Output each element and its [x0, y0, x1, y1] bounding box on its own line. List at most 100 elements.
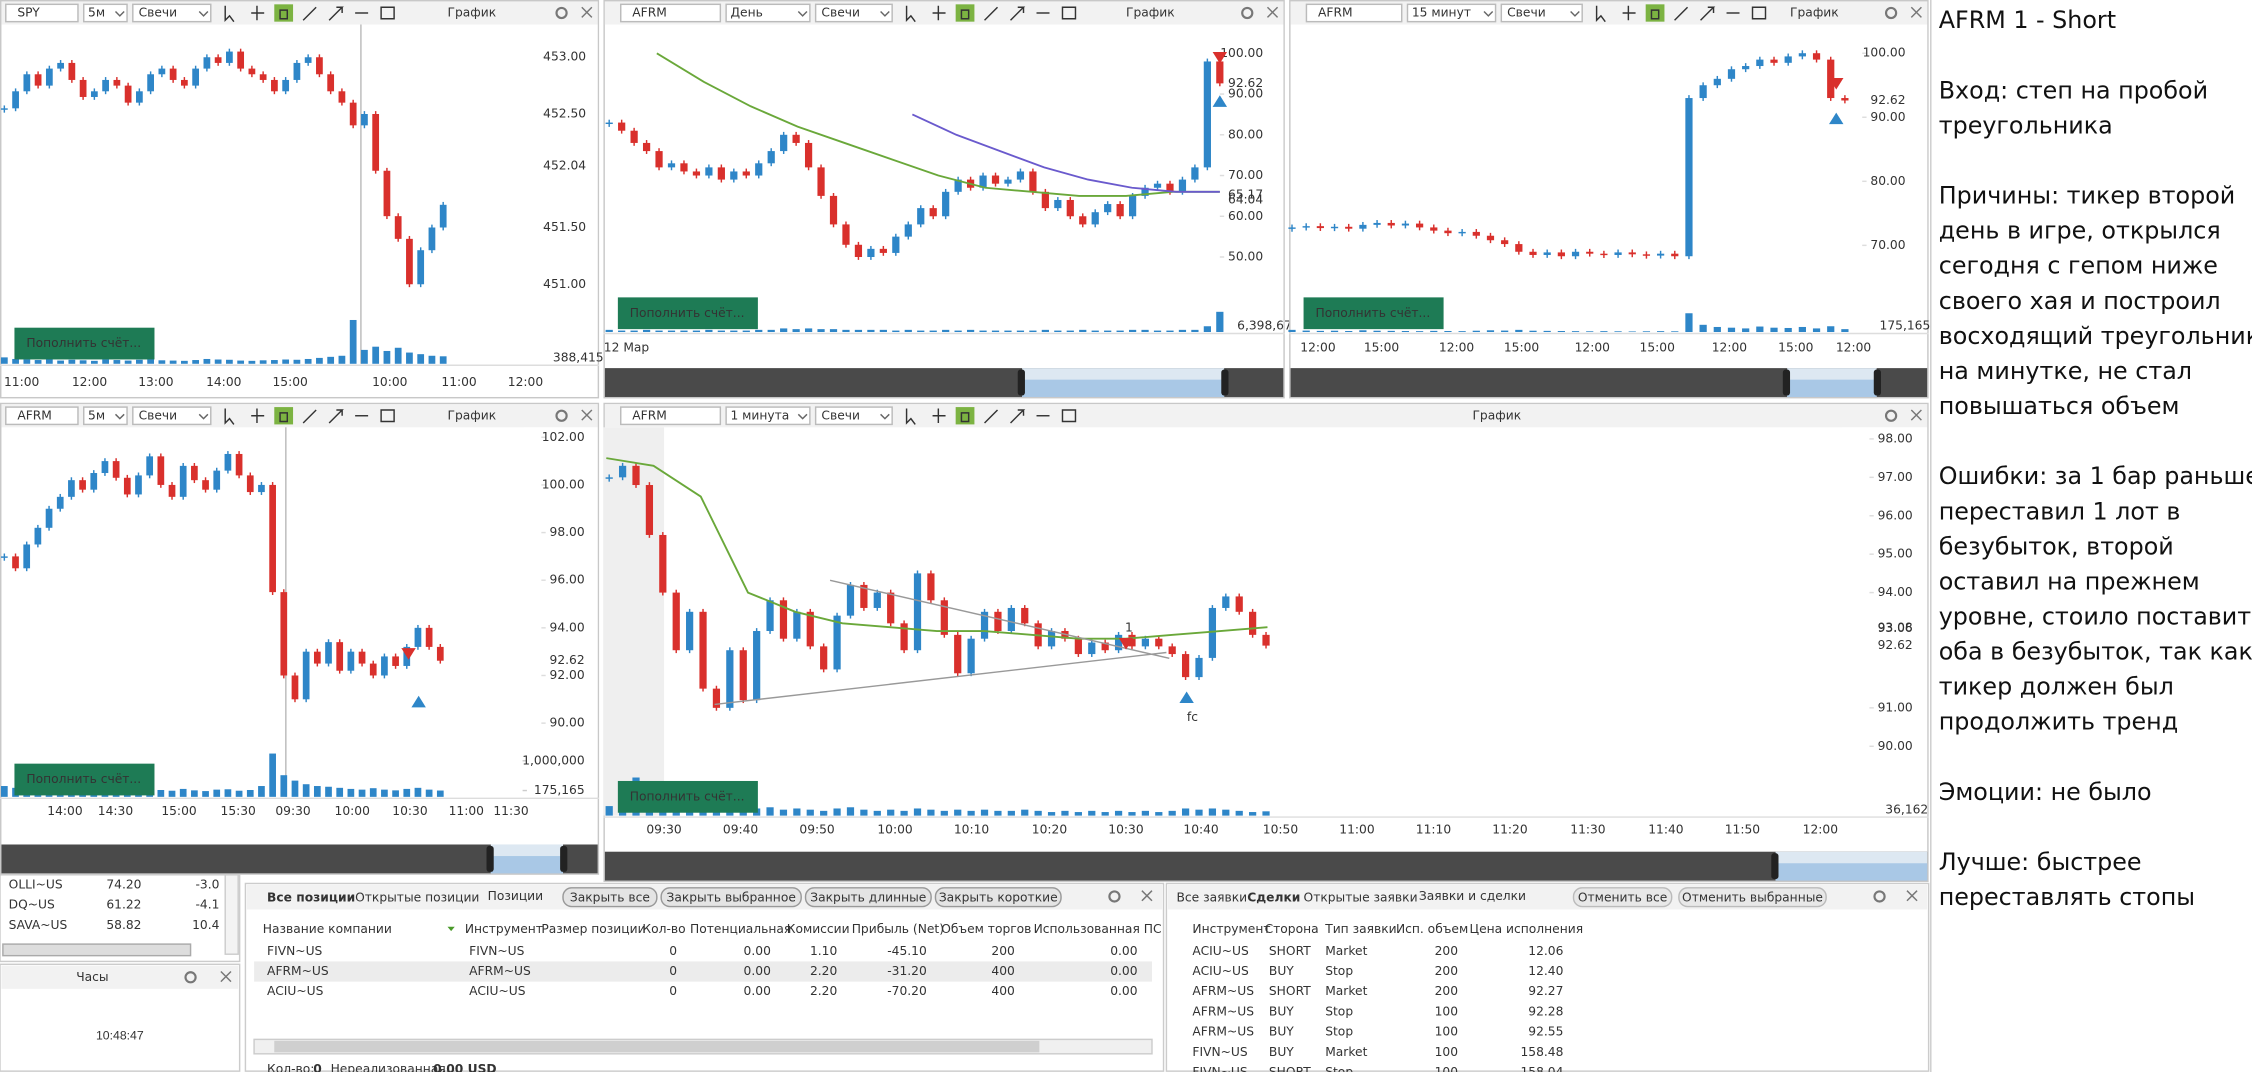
deposit-button[interactable]	[617, 780, 758, 813]
close-icon[interactable]	[220, 971, 232, 983]
deposit-button-label[interactable]: Пополнить счёт...	[26, 336, 141, 350]
deposit-button[interactable]	[1303, 297, 1444, 330]
tool-active[interactable]	[1645, 4, 1665, 22]
chart-type-dropdown[interactable]	[814, 406, 893, 426]
close-icon[interactable]	[1141, 890, 1153, 902]
ticker-box[interactable]	[620, 3, 722, 23]
tool-icon[interactable]	[960, 412, 970, 423]
orders-button-label[interactable]: Отменить выбранные	[1682, 890, 1823, 904]
chart-type-dropdown[interactable]	[1500, 3, 1583, 23]
ticker-box[interactable]	[5, 406, 79, 426]
ticker-box[interactable]	[620, 406, 722, 426]
tool-active[interactable]	[955, 4, 975, 22]
close-icon[interactable]	[1910, 6, 1922, 18]
deposit-button[interactable]	[617, 297, 758, 330]
timeframe-dropdown[interactable]	[1406, 3, 1497, 23]
tool-active[interactable]	[274, 407, 294, 425]
timeframe-dropdown[interactable]	[725, 406, 811, 426]
tool-icon[interactable]	[279, 9, 289, 20]
tool-icon[interactable]	[932, 408, 946, 423]
close-icon[interactable]	[581, 409, 593, 421]
positions-button[interactable]	[804, 887, 932, 908]
tool-icon[interactable]	[251, 408, 265, 423]
tool-icon[interactable]	[1010, 409, 1026, 424]
settings-icon[interactable]	[184, 971, 197, 984]
tool-icon[interactable]	[1622, 5, 1636, 21]
orders-button-label[interactable]: Отменить все	[1578, 890, 1667, 904]
timeframe-dropdown[interactable]	[83, 3, 128, 23]
close-icon[interactable]	[1266, 6, 1279, 18]
tool-icon[interactable]	[328, 6, 344, 21]
tool-icon[interactable]	[328, 409, 344, 424]
tool-icon[interactable]	[932, 5, 946, 21]
tool-icon[interactable]	[302, 6, 317, 21]
close-icon[interactable]	[1906, 890, 1918, 902]
positions-button[interactable]	[562, 887, 658, 908]
positions-button-label[interactable]: Закрыть все	[570, 890, 650, 904]
tool-icon[interactable]	[224, 408, 235, 425]
deposit-button-label[interactable]: Пополнить счёт...	[630, 789, 745, 803]
settings-icon[interactable]	[1884, 409, 1898, 422]
deposit-button-label[interactable]: Пополнить счёт...	[1315, 306, 1430, 320]
deposit-button-label[interactable]: Пополнить счёт...	[26, 772, 141, 786]
settings-icon[interactable]	[1873, 890, 1886, 903]
chart-type-dropdown[interactable]	[132, 406, 212, 426]
chart-type-dropdown[interactable]	[132, 3, 212, 23]
tool-icon[interactable]	[279, 412, 289, 423]
tool-icon[interactable]	[224, 5, 235, 23]
tool-icon[interactable]	[1700, 6, 1716, 21]
ticker-box[interactable]	[5, 3, 79, 23]
timeframe-dropdown[interactable]	[83, 406, 128, 426]
orders-tab[interactable]: Сделки	[1247, 890, 1300, 904]
deposit-button-label[interactable]: Пополнить счёт...	[630, 306, 745, 320]
scroll-handle[interactable]	[560, 845, 568, 872]
close-icon[interactable]	[581, 6, 593, 18]
tool-icon[interactable]	[1061, 6, 1077, 20]
scroll-handle[interactable]	[1873, 369, 1881, 396]
timeframe-dropdown[interactable]	[725, 3, 811, 23]
positions-button-label[interactable]: Закрыть длинные	[810, 890, 926, 904]
settings-icon[interactable]	[1241, 6, 1254, 20]
positions-button[interactable]	[660, 887, 802, 908]
tool-icon[interactable]	[251, 5, 265, 21]
scroll-handle[interactable]	[486, 845, 494, 872]
positions-tab[interactable]: Открытые позиции	[355, 890, 479, 904]
watch-scrollbar[interactable]	[2, 943, 192, 957]
orders-button[interactable]	[1572, 887, 1673, 908]
scroll-handle[interactable]	[1017, 369, 1025, 396]
tool-icon[interactable]	[1650, 9, 1660, 20]
chart-type-dropdown[interactable]	[814, 3, 893, 23]
tool-icon[interactable]	[960, 9, 970, 20]
scroll-handle[interactable]	[1221, 369, 1229, 396]
settings-icon[interactable]	[555, 6, 568, 20]
deposit-button[interactable]	[14, 763, 155, 796]
settings-icon[interactable]	[1108, 890, 1121, 903]
ticker-box[interactable]	[1305, 3, 1403, 23]
tool-active[interactable]	[274, 4, 294, 22]
scroll-handle[interactable]	[1771, 853, 1779, 880]
scroll-handle[interactable]	[1782, 369, 1791, 396]
settings-icon[interactable]	[1884, 6, 1898, 20]
positions-button-label[interactable]: Закрыть короткие	[939, 890, 1058, 904]
deposit-button[interactable]	[14, 327, 155, 360]
positions-button-label[interactable]: Закрыть выбранное	[666, 890, 795, 904]
positions-tab[interactable]: Все позиции	[267, 890, 355, 904]
tool-icon[interactable]	[380, 6, 395, 20]
close-icon[interactable]	[1910, 409, 1922, 421]
tool-icon[interactable]	[302, 409, 317, 424]
tool-icon[interactable]	[1010, 6, 1026, 21]
tool-icon[interactable]	[1674, 6, 1689, 21]
orders-tab[interactable]: Все заявки	[1177, 890, 1248, 904]
positions-scroll-thumb[interactable]	[274, 1040, 1040, 1053]
tool-icon[interactable]	[984, 6, 999, 21]
tool-icon[interactable]	[1751, 6, 1767, 20]
tool-icon[interactable]	[984, 409, 999, 424]
tool-icon[interactable]	[1061, 409, 1077, 423]
orders-tab[interactable]: Открытые заявки	[1304, 890, 1418, 904]
positions-button[interactable]	[934, 887, 1062, 908]
settings-icon[interactable]	[555, 409, 568, 422]
tool-icon[interactable]	[1595, 5, 1606, 23]
tool-icon[interactable]	[905, 408, 916, 425]
orders-button[interactable]	[1678, 887, 1827, 908]
tool-icon[interactable]	[380, 409, 395, 423]
